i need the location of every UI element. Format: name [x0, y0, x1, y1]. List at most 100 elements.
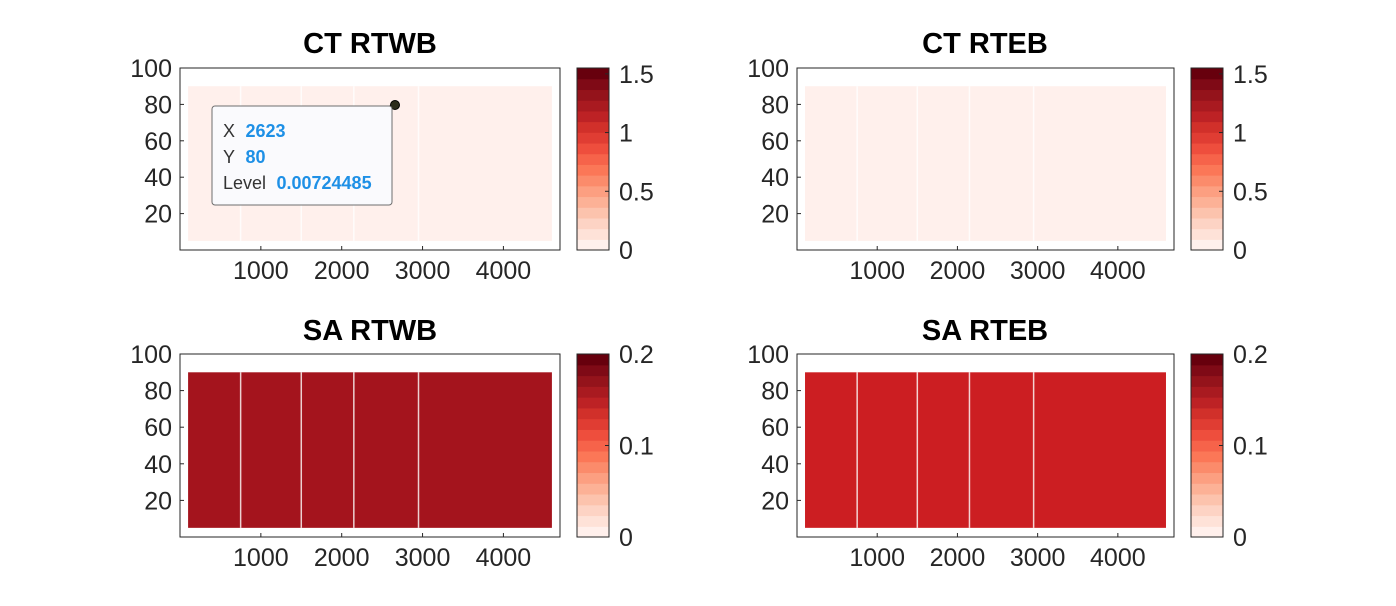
colorbar-swatch [1191, 228, 1223, 240]
colorbar-swatch [1191, 100, 1223, 112]
colorbar-swatch [1191, 418, 1223, 430]
colorbar-swatch [1191, 493, 1223, 506]
colorbar-swatch [577, 142, 609, 155]
colorbar-swatch [577, 239, 609, 251]
axes-box [179, 67, 561, 251]
colorbar-swatch [1191, 121, 1223, 133]
y-tick-label: 20 [144, 487, 172, 515]
x-tick-label: 3000 [1010, 544, 1066, 572]
x-tick-label: 4000 [476, 257, 532, 285]
colorbar-swatch [1191, 354, 1223, 366]
colorbar-tick-label: 0.2 [619, 341, 654, 369]
y-tick-label: 100 [747, 341, 789, 369]
colorbar-tick-label: 0 [1233, 237, 1247, 265]
y-tick-label: 60 [144, 128, 172, 156]
colorbar-swatch [577, 461, 609, 474]
axes-box [179, 353, 561, 538]
y-tick-label: 80 [144, 91, 172, 119]
colorbar-swatch [577, 526, 609, 538]
colorbar-box [1190, 67, 1224, 251]
y-tick-label: 40 [761, 164, 789, 192]
datatip[interactable]: X 2623 Y 80 Level 0.00724485 [211, 100, 400, 206]
colorbar-swatch [577, 89, 609, 101]
colorbar-swatch [1191, 472, 1223, 484]
datatip-y-label: Y [223, 147, 235, 167]
y-tick-label: 40 [144, 164, 172, 192]
axes-box [796, 67, 1175, 251]
y-tick-label: 100 [130, 341, 172, 369]
heatmap-fill [805, 86, 1166, 241]
panel-title: SA RTWB [303, 315, 437, 347]
colorbar-swatch [1191, 175, 1223, 187]
datatip-y-value: 80 [245, 147, 265, 167]
colorbar-tick-label: 0 [619, 237, 633, 265]
colorbar-swatch [577, 386, 609, 398]
colorbar-swatch [577, 121, 609, 133]
panel-title: CT RTEB [922, 28, 1048, 60]
colorbar-swatch [1191, 515, 1223, 527]
colorbar-swatch [1191, 196, 1223, 208]
colorbar-swatch [1191, 375, 1223, 387]
datatip-x-value: 2623 [245, 121, 285, 141]
colorbar-tick-label: 0 [619, 524, 633, 552]
y-tick-label: 40 [761, 451, 789, 479]
colorbar-swatch [577, 78, 609, 91]
colorbar-swatch [1191, 461, 1223, 474]
colorbar-swatch [1191, 440, 1223, 452]
colorbar-swatch [577, 228, 609, 240]
datatip-level-label: Level [223, 173, 266, 193]
colorbar-swatch [1191, 185, 1223, 198]
colorbar-swatch [1191, 153, 1223, 165]
colorbar-swatch [577, 207, 609, 219]
panel-ct-rteb: CT RTEB 1000 2000 3000 40002040608010000.51… [747, 28, 1267, 285]
colorbar-swatch [1191, 386, 1223, 398]
colorbar-swatch [577, 418, 609, 430]
colorbar-swatch [577, 196, 609, 208]
y-tick-label: 80 [761, 91, 789, 119]
colorbar-tick-label: 1 [619, 120, 633, 148]
colorbar-swatch [577, 100, 609, 112]
x-tick-label: 2000 [930, 544, 986, 572]
y-tick-label: 80 [761, 378, 789, 406]
colorbar-tick-label: 0 [1233, 524, 1247, 552]
x-tick-label: 3000 [395, 544, 451, 572]
colorbar-swatch [577, 472, 609, 484]
x-tick-label: 2000 [930, 257, 986, 285]
colorbar-swatch [577, 164, 609, 176]
y-tick-label: 80 [144, 378, 172, 406]
colorbar-swatch [1191, 68, 1223, 80]
x-tick-label: 1000 [849, 544, 905, 572]
colorbar-swatch [577, 153, 609, 165]
colorbar-swatch [1191, 89, 1223, 101]
colorbar-tick-label: 1 [1233, 120, 1247, 148]
colorbar-swatch [577, 364, 609, 377]
colorbar-swatch [577, 110, 609, 123]
colorbar-swatch [1191, 207, 1223, 219]
colorbar-swatch [577, 397, 609, 409]
colorbar-swatch [1191, 450, 1223, 463]
colorbar-box [576, 67, 610, 251]
colorbar-swatch [577, 440, 609, 452]
datatip-x-label: X [223, 121, 235, 141]
colorbar-swatch [577, 185, 609, 198]
colorbar-tick-label: 1.5 [619, 61, 654, 89]
y-tick-label: 100 [130, 55, 172, 83]
x-tick-label: 1000 [233, 257, 289, 285]
y-tick-label: 20 [761, 487, 789, 515]
colorbar-swatch [1191, 239, 1223, 251]
colorbar-swatch [577, 68, 609, 80]
datatip-marker[interactable] [390, 100, 400, 110]
x-tick-label: 3000 [395, 257, 451, 285]
colorbar-swatch [577, 175, 609, 187]
y-tick-label: 20 [761, 201, 789, 229]
colorbar-swatch [577, 354, 609, 366]
colorbar-swatch [1191, 526, 1223, 538]
colorbar-tick-label: 0.1 [619, 433, 654, 461]
colorbar-swatch [1191, 78, 1223, 91]
datatip-level-value: 0.00724485 [276, 173, 371, 193]
colorbar-tick-label: 0.5 [1233, 178, 1268, 206]
y-tick-label: 60 [761, 128, 789, 156]
colorbar-swatch [1191, 142, 1223, 155]
datatip-box [211, 105, 393, 206]
